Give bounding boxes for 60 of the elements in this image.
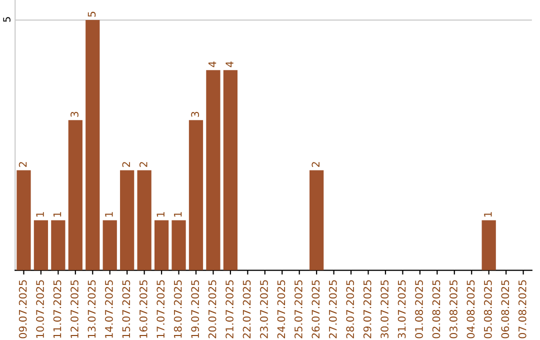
x-tick-label: 11.07.2025 [53,280,62,338]
x-tick-label: 09.07.2025 [18,280,27,338]
x-tick-label: 10.07.2025 [36,280,44,338]
x-tick-label: 20.07.2025 [208,280,216,338]
x-tick-label: 22.07.2025 [242,280,251,338]
data-label: 4 [226,62,234,68]
data-label: 1 [174,212,182,217]
data-label: 2 [312,162,320,167]
x-tick-label: 19.07.2025 [191,280,200,338]
x-tick-label: 29.07.2025 [363,280,372,338]
x-tick-label: 15.07.2025 [122,280,130,338]
bar [137,170,152,270]
data-label: 1 [484,212,492,217]
x-tick-label: 24.07.2025 [277,280,286,338]
x-tick-label: 02.08.2025 [432,280,440,338]
x-tick-label: 28.07.2025 [346,280,354,338]
x-tick-label: 31.07.2025 [398,280,406,338]
bar [223,70,238,270]
bar [154,220,169,270]
bar [86,20,100,270]
bar [172,220,186,270]
data-label: 1 [105,212,113,217]
data-label: 2 [122,162,130,167]
data-label: 5 [88,12,96,17]
bar [188,120,204,270]
data-label: 1 [156,212,164,217]
x-tick-label: 12.07.2025 [70,280,78,338]
x-tick-label: 23.07.2025 [260,280,268,338]
x-tick-label: 21.07.2025 [226,280,234,338]
x-tick-label: 30.07.2025 [380,280,388,338]
bar [120,170,134,270]
data-label: 1 [36,212,44,217]
x-tick-label: 27.07.2025 [328,280,337,338]
x-tick-label: 04.08.2025 [466,280,475,338]
bar [206,70,220,270]
x-tick-label: 17.07.2025 [156,280,165,338]
bar [51,220,66,270]
x-tick-label: 07.08.2025 [518,280,526,338]
x-tick-label: 03.08.2025 [450,280,458,338]
x-tick-label: 05.08.2025 [484,280,492,338]
data-label: 1 [53,212,62,217]
x-tick-label: 01.08.2025 [415,280,423,338]
x-tick-label: 26.07.2025 [312,280,320,338]
x-tick-label: 14.07.2025 [105,280,113,338]
x-tick-label: 25.07.2025 [294,280,302,338]
bar [68,120,82,270]
x-tick-label: 13.07.2025 [88,280,96,338]
bar [102,220,117,270]
x-tick-label: 18.07.2025 [174,280,182,338]
bar [482,220,496,270]
x-tick-label: 16.07.2025 [139,280,148,338]
bar [310,170,324,270]
data-label: 3 [70,112,78,117]
data-label: 2 [139,162,148,167]
x-tick-label: 06.08.2025 [501,280,510,338]
data-label: 2 [18,162,27,167]
data-label: 4 [208,62,216,68]
bar [34,220,48,270]
data-label: 3 [191,112,200,117]
bar [16,170,31,270]
